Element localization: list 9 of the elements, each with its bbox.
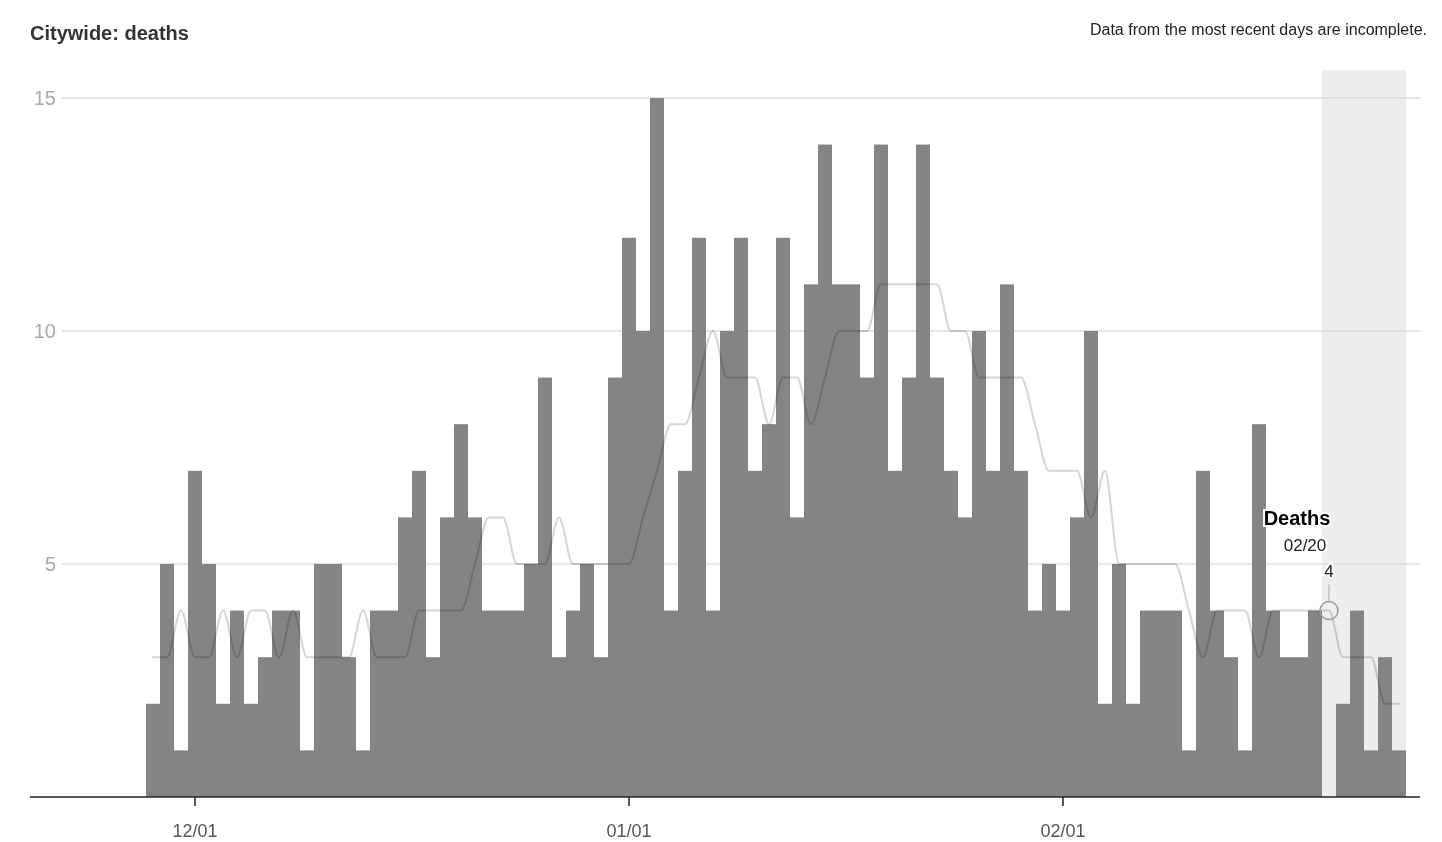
x-tick-label: 12/01	[172, 821, 218, 841]
y-tick-label: 15	[33, 86, 56, 109]
annotation: Deaths 02/20 4	[1263, 506, 1334, 581]
y-tick-label: 5	[44, 552, 56, 575]
text: Data from the most recent days are incomplete.	[1089, 21, 1427, 38]
x-tick-label: 01/01	[606, 821, 652, 841]
y-tick-label: 10	[33, 319, 56, 342]
x-tick-label: 02/01	[1040, 821, 1086, 841]
chart-title: Citywide: deaths	[30, 22, 189, 44]
